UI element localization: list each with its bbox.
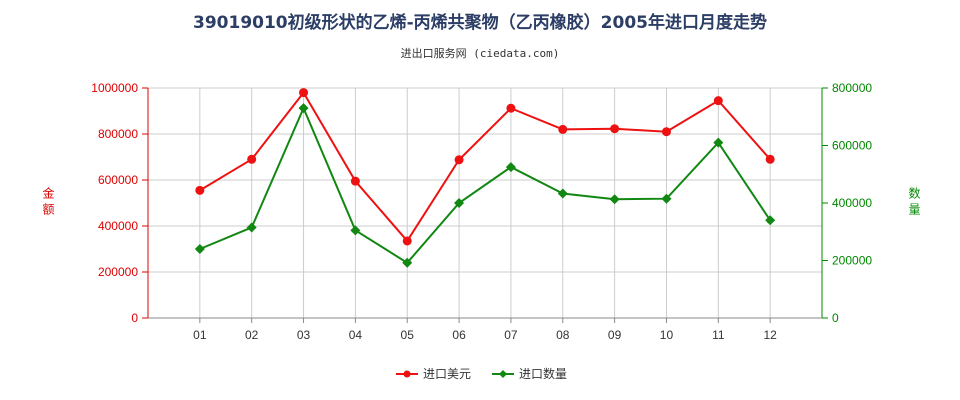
x-tick-label: 11	[712, 328, 725, 342]
right-tick-label: 600000	[832, 139, 872, 153]
series-1-point	[454, 155, 464, 165]
right-tick-label: 0	[832, 311, 839, 325]
series-2-point	[298, 103, 309, 114]
legend-swatch-marker	[403, 370, 411, 378]
left-tick-label: 1000000	[91, 81, 138, 95]
series-1-point	[661, 127, 671, 137]
x-tick-label: 09	[608, 328, 622, 342]
series-2-point	[661, 193, 672, 204]
x-tick-label: 12	[763, 328, 777, 342]
x-tick-label: 05	[401, 328, 415, 342]
x-tick-label: 04	[349, 328, 363, 342]
series-1-point	[506, 103, 516, 113]
left-tick-label: 200000	[98, 265, 138, 279]
x-tick-label: 01	[193, 328, 207, 342]
left-tick-label: 0	[131, 311, 138, 325]
series-2-point	[713, 137, 724, 148]
series-2-point	[350, 225, 361, 236]
legend-swatch-marker	[499, 370, 507, 378]
x-tick-label: 08	[556, 328, 570, 342]
left-tick-label: 400000	[98, 219, 138, 233]
series-2-point	[194, 244, 205, 254]
chart-subtitle: 进出口服务网 (ciedata.com)	[400, 47, 560, 60]
series-1-point	[402, 236, 412, 246]
right-tick-label: 800000	[832, 81, 872, 95]
series-2-point	[505, 162, 516, 173]
plot-area	[148, 88, 822, 318]
series-2-point	[402, 257, 413, 268]
series-1-point	[350, 176, 360, 186]
x-tick-label: 06	[452, 328, 466, 342]
right-tick-label: 200000	[832, 254, 872, 268]
right-tick-label: 400000	[832, 196, 872, 210]
series-2-point	[609, 194, 620, 205]
series-line-2	[199, 105, 771, 265]
legend-label: 进口美元	[423, 367, 471, 381]
x-tick-label: 02	[245, 328, 259, 342]
series-1-point	[765, 154, 775, 164]
series-1-point	[299, 88, 309, 98]
series-1-point	[195, 185, 205, 195]
left-axis-title: 金额	[41, 186, 55, 219]
legend-label: 进口数量	[519, 366, 567, 381]
x-tick-label: 10	[660, 328, 674, 342]
right-axis-title: 数量	[907, 186, 921, 219]
left-tick-label: 600000	[98, 173, 138, 187]
series-line-1	[199, 90, 771, 243]
series-2-point	[454, 198, 465, 208]
series-2-point	[765, 215, 776, 226]
series-1-point	[610, 124, 620, 134]
x-tick-label: 07	[504, 328, 518, 342]
series-1-point	[558, 124, 568, 134]
left-tick-label: 800000	[98, 127, 138, 141]
x-tick-label: 03	[297, 328, 311, 342]
series-1-point	[247, 154, 257, 164]
series-2-point	[557, 188, 568, 199]
chart-title: 39019010初级形状的乙烯-丙烯共聚物（乙丙橡胶）2005年进口月度走势	[193, 13, 767, 33]
series-2-point	[246, 222, 257, 233]
series-1-point	[713, 96, 723, 106]
